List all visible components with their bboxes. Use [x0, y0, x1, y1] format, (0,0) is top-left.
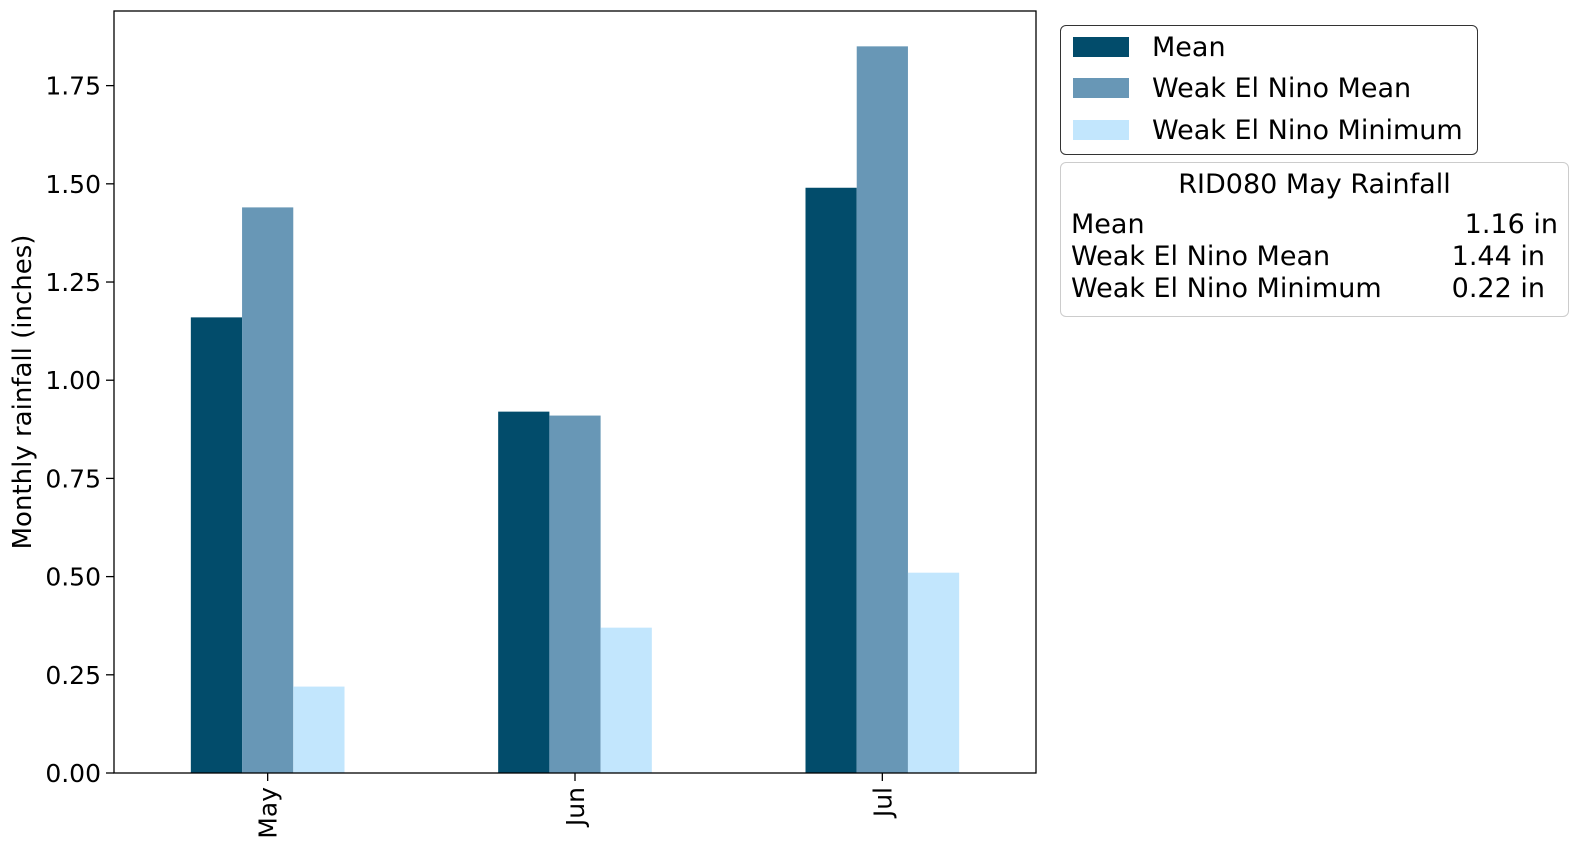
legend-swatch-weak-el-nino-mean — [1073, 78, 1129, 98]
bar-jul-weak-el-nino-mean — [856, 46, 908, 773]
y-tick-label: 0.00 — [45, 759, 101, 788]
legend-item-mean: Mean — [1073, 27, 1226, 67]
x-tick-label-jul: Jul — [868, 787, 897, 819]
info-row-value: 1.44 in — [1451, 241, 1545, 272]
legend-label: Weak El Nino Mean — [1152, 72, 1412, 104]
info-row-value: 1.16 in — [1464, 209, 1558, 240]
bar-jun-weak-el-nino-mean — [549, 415, 601, 773]
y-axis: 0.00 0.25 0.50 0.75 1.00 1.25 1.50 1.75 — [45, 72, 114, 788]
y-tick-label: 1.00 — [45, 366, 101, 395]
y-tick-label: 1.25 — [45, 268, 101, 297]
legend: Mean Weak El Nino Mean Weak El Nino Mini… — [1060, 25, 1478, 155]
legend-swatch-mean — [1073, 37, 1129, 57]
legend-label: Mean — [1152, 31, 1226, 63]
info-row-value: 0.22 in — [1451, 273, 1545, 304]
legend-item-weak-el-nino-minimum: Weak El Nino Minimum — [1073, 110, 1463, 150]
bar-jun-mean — [498, 411, 550, 773]
bar-jun-weak-el-nino-minimum — [600, 627, 652, 773]
y-tick-label: 0.75 — [45, 464, 101, 493]
bar-jul-mean — [805, 187, 857, 774]
bar-may-weak-el-nino-minimum — [293, 686, 345, 773]
y-tick-label: 0.25 — [45, 661, 101, 690]
info-row-label: Weak El Nino Mean — [1071, 241, 1331, 272]
y-axis-label: Monthly rainfall (inches) — [8, 235, 38, 550]
rainfall-info-box: RID080 May Rainfall Mean 1.16 in Weak El… — [1060, 162, 1569, 317]
info-row-label: Mean — [1071, 209, 1145, 240]
legend-swatch-weak-el-nino-minimum — [1073, 120, 1129, 140]
legend-item-weak-el-nino-mean: Weak El Nino Mean — [1073, 68, 1411, 108]
legend-label: Weak El Nino Minimum — [1152, 114, 1463, 146]
bar-may-mean — [190, 317, 243, 773]
y-tick-label: 1.50 — [45, 170, 101, 199]
y-tick-label: 0.50 — [45, 563, 101, 592]
bars-group — [190, 46, 960, 774]
x-tick-label-may: May — [254, 787, 283, 839]
bar-jul-weak-el-nino-minimum — [907, 572, 960, 773]
y-tick-label: 1.75 — [45, 72, 101, 101]
x-axis: May Jun Jul — [254, 773, 897, 839]
x-tick-label-jun: Jun — [561, 787, 590, 828]
info-row-label: Weak El Nino Minimum — [1071, 273, 1382, 304]
bar-may-weak-el-nino-mean — [242, 207, 294, 774]
info-box-title: RID080 May Rainfall — [1178, 169, 1451, 200]
